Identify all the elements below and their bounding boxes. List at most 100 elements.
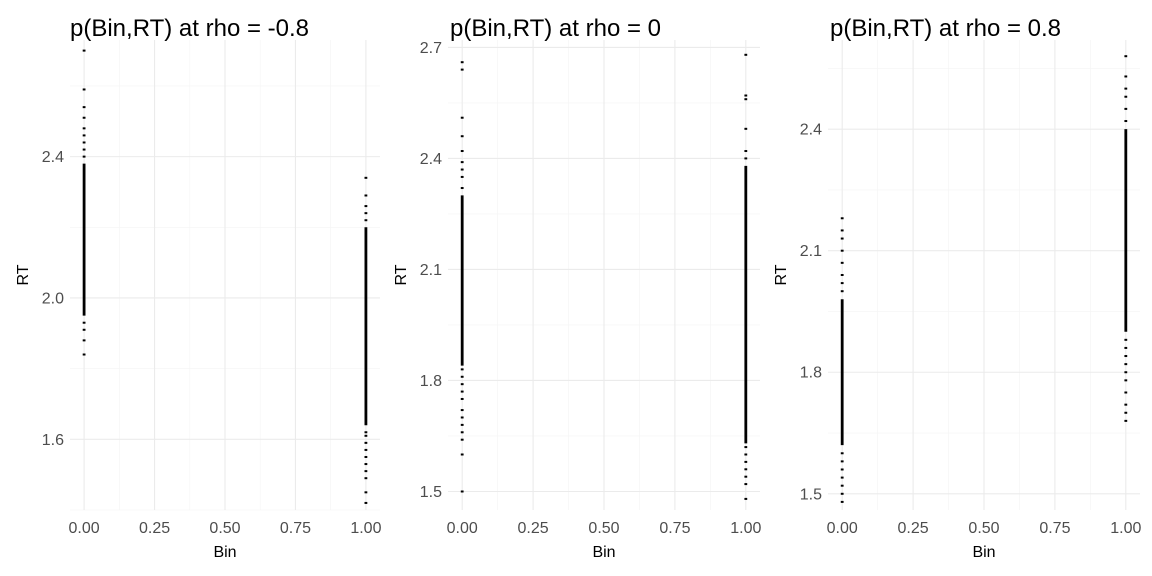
data-point (82, 339, 86, 342)
data-point (460, 431, 464, 434)
data-point (460, 168, 464, 171)
data-point (460, 161, 464, 164)
data-point (744, 127, 748, 130)
data-point (840, 492, 844, 495)
data-point (82, 148, 86, 151)
y-tick-label: 1.5 (800, 486, 822, 503)
x-tick-label: 0.50 (209, 520, 240, 537)
data-point (840, 484, 844, 487)
data-point (82, 116, 86, 119)
data-point (1124, 107, 1128, 110)
data-point (840, 229, 844, 232)
y-tick-label: 2.1 (420, 262, 442, 279)
x-tick-label: 1.00 (1110, 520, 1141, 537)
data-point (364, 448, 368, 451)
data-point (1124, 338, 1128, 341)
data-point (840, 468, 844, 471)
y-axis-title: RT (773, 264, 790, 285)
data-point (744, 98, 748, 101)
data-point (1124, 403, 1128, 406)
y-tick-label: 2.4 (420, 151, 442, 168)
x-tick-label: 0.25 (139, 520, 170, 537)
data-point (460, 397, 464, 400)
x-tick-label: 0.00 (447, 520, 478, 537)
data-point (82, 127, 86, 130)
data-point (1124, 411, 1128, 414)
y-tick-label: 1.8 (420, 373, 442, 390)
data-point (840, 282, 844, 285)
data-point (460, 383, 464, 386)
data-point (1124, 371, 1128, 374)
x-tick-label: 0.00 (827, 520, 858, 537)
data-point (460, 490, 464, 493)
data-point (460, 390, 464, 393)
data-point (744, 453, 748, 456)
y-axis-title: RT (393, 264, 410, 285)
x-axis-title: Bin (972, 544, 995, 561)
data-point (744, 157, 748, 160)
data-point (364, 501, 368, 504)
x-tick-label: 1.00 (730, 520, 761, 537)
data-point (1124, 355, 1128, 358)
data-point (364, 212, 368, 215)
data-point (1124, 391, 1128, 394)
data-point (840, 249, 844, 252)
data-point (364, 463, 368, 466)
data-point (364, 219, 368, 222)
data-point (744, 475, 748, 478)
chart-title: p(Bin,RT) at rho = -0.8 (70, 15, 309, 42)
data-point (82, 88, 86, 91)
data-point (460, 187, 464, 190)
data-point (840, 237, 844, 240)
data-point (82, 328, 86, 331)
data-point (364, 477, 368, 480)
data-point (82, 106, 86, 109)
data-point (744, 150, 748, 153)
data-point (364, 194, 368, 197)
data-point (364, 441, 368, 444)
data-point (840, 500, 844, 503)
data-point (840, 290, 844, 293)
data-point (744, 483, 748, 486)
data-point (744, 497, 748, 500)
data-point (840, 452, 844, 455)
data-point (1124, 75, 1128, 78)
data-point (364, 434, 368, 437)
data-point (364, 470, 368, 473)
y-axis-title: RT (15, 264, 32, 285)
data-point (460, 175, 464, 178)
data-point (364, 491, 368, 494)
data-point (364, 455, 368, 458)
data-point (840, 217, 844, 220)
y-tick-label: 2.4 (42, 149, 64, 166)
data-point (1124, 120, 1128, 123)
x-tick-label: 0.50 (968, 520, 999, 537)
x-axis-title: Bin (592, 544, 615, 561)
data-point (82, 134, 86, 137)
data-point (82, 155, 86, 158)
data-point (82, 353, 86, 356)
y-tick-label: 1.8 (800, 365, 822, 382)
data-point (460, 61, 464, 64)
x-tick-label: 1.00 (350, 520, 381, 537)
y-tick-label: 1.6 (42, 432, 64, 449)
data-point (1124, 346, 1128, 349)
data-point (1124, 419, 1128, 422)
data-point (744, 446, 748, 449)
x-axis-title: Bin (213, 544, 236, 561)
data-point (460, 423, 464, 426)
data-point (364, 205, 368, 208)
y-tick-label: 1.5 (420, 484, 442, 501)
x-tick-label: 0.50 (588, 520, 619, 537)
x-tick-label: 0.25 (898, 520, 929, 537)
data-point (744, 460, 748, 463)
panel-1: 0.00 0.25 0.50 0.75 1.00 1.6 2.0 2.4 Bin RT p(Bin,… (15, 15, 382, 561)
data-point (840, 460, 844, 463)
data-point (1124, 95, 1128, 98)
x-tick-label: 0.25 (518, 520, 549, 537)
data-point (744, 94, 748, 97)
data-point (460, 135, 464, 138)
y-tick-label: 2.4 (800, 122, 822, 139)
y-tick-label: 2.1 (800, 243, 822, 260)
data-point (1124, 55, 1128, 58)
